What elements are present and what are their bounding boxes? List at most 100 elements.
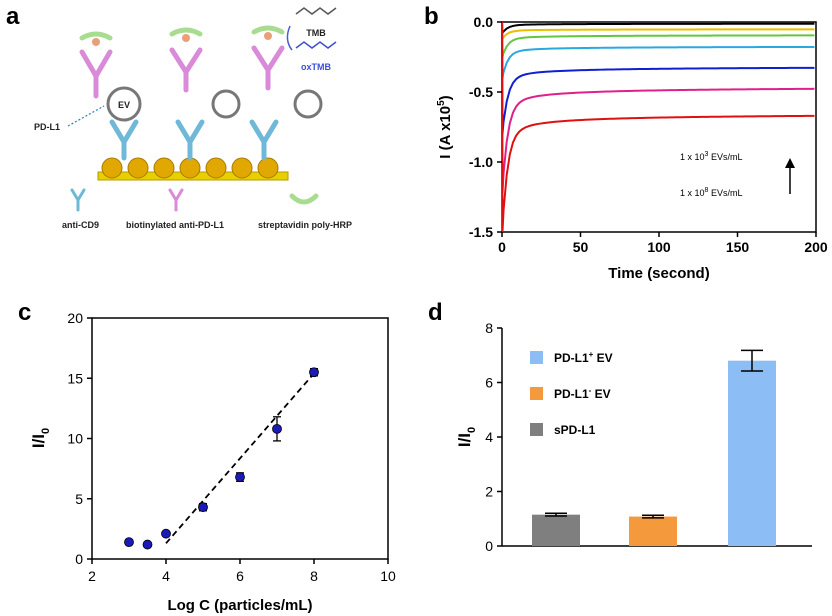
legend-pdl1-pos-rest: EV <box>593 351 612 365</box>
pdl1-label: PD-L1 <box>34 122 60 132</box>
chart-b-ylabel-main: I (A x10 <box>437 106 454 159</box>
chart-c-frame <box>91 317 389 560</box>
chart-c-point <box>235 472 245 482</box>
chart-c-xtick-label: 8 <box>310 568 318 584</box>
chart-c-ytick-label: 20 <box>67 310 83 326</box>
streptavidin-arcs <box>79 25 285 41</box>
legend-swatch-spdl1 <box>530 423 543 436</box>
ann-bottom-exp: 8 <box>705 187 709 194</box>
chart-d-legend: PD-L1+ EV PD-L1- EV sPD-L1 <box>530 350 613 437</box>
streptavidin-legend-icon <box>289 193 319 205</box>
legend-pdl1-pos-base: PD-L1 <box>554 351 589 365</box>
extracellular-vesicles: EV <box>106 86 323 122</box>
chart-b: 0 50 100 150 200 -1.5 -1.0 -0.5 0.0 Time (secon… <box>436 14 828 282</box>
chart-c-point <box>272 423 282 434</box>
chart-c-ytick-label: 5 <box>75 491 83 507</box>
chart-b-ytick-label: -0.5 <box>469 84 493 100</box>
chart-b-ylabel: I (A x105) <box>436 95 454 158</box>
chart-b-xtick-label: 50 <box>573 239 589 255</box>
anti-cd9-legend-icon <box>70 188 86 212</box>
ann-bottom-pre: 1 x 10 <box>680 188 705 198</box>
legend-anti-cd9: anti-CD9 <box>62 220 99 230</box>
chart-d-ytick-label: 8 <box>485 320 493 336</box>
chart-c-point <box>142 539 153 550</box>
chart-d-bar-3 <box>728 360 776 546</box>
chart-c-fit-line <box>165 372 315 544</box>
chart-b-ytick-label: 0.0 <box>474 14 494 30</box>
chart-c-ylabel-main: I/I <box>29 434 48 448</box>
anti-cd9-antibodies <box>109 119 279 161</box>
chart-c: 2 4 6 8 10 0 5 10 15 20 Log C (particles/mL) I/I… <box>29 310 396 614</box>
chart-d-yticks: 0 2 4 6 8 <box>485 320 502 554</box>
legend-pdl1-neg-base: PD-L1 <box>554 387 589 401</box>
chart-c-xtick-label: 10 <box>380 568 396 584</box>
ann-top-pre: 1 x 10 <box>680 152 705 162</box>
panel-c: c 2 4 6 8 10 0 5 10 15 20 Log C (particles/mL) I… <box>18 299 396 614</box>
chart-c-point <box>198 502 208 513</box>
chart-c-xtick-label: 6 <box>236 568 244 584</box>
chart-b-series-blue <box>501 21 815 135</box>
pdl1-pointer <box>67 105 105 127</box>
legend-pdl1-pos: PD-L1+ EV <box>554 350 613 365</box>
panel-label-b: b <box>424 3 439 30</box>
chart-b-series-yellow <box>501 21 815 43</box>
chart-b-xtick-label: 200 <box>804 239 828 255</box>
chart-b-series-black <box>501 21 815 37</box>
chart-c-ylabel: I/I0 <box>29 428 52 448</box>
chart-c-point <box>309 367 319 378</box>
chart-c-xlabel: Log C (particles/mL) <box>167 597 312 614</box>
ev-label: EV <box>118 100 130 110</box>
anti-pdl1-antibodies <box>79 45 285 99</box>
chart-b-ytick-label: -1.0 <box>469 154 493 170</box>
tmb-label: TMB <box>306 28 326 38</box>
chart-b-annotation-top: 1 x 103 EVs/mL <box>680 151 742 162</box>
chart-b-series-magenta <box>501 21 815 193</box>
legend-pdl1-pos-sup: + <box>589 350 594 359</box>
chart-b-series-green <box>501 21 815 58</box>
oxtmb-label: oxTMB <box>301 62 331 72</box>
gold-nanoparticles <box>101 157 279 179</box>
chart-d-ylabel-main: I/I <box>455 433 474 447</box>
chart-b-xtick-label: 100 <box>647 239 671 255</box>
chart-b-ylabel-exp: 5 <box>436 100 447 106</box>
ann-bottom-post: EVs/mL <box>708 188 742 198</box>
panel-b: b 0 50 100 150 200 -1.5 -1.0 -0.5 0.0 Time (sec… <box>424 3 828 282</box>
ann-top-exp: 3 <box>705 151 709 158</box>
chart-c-point <box>161 528 171 539</box>
chart-c-ylabel-sub: 0 <box>40 428 52 434</box>
chart-c-point <box>124 537 134 548</box>
legend-pdl1-neg-sup: - <box>589 386 592 395</box>
chart-c-xticks: 2 4 6 8 10 <box>88 559 396 584</box>
panel-label-c: c <box>18 299 31 326</box>
chart-b-xticks: 0 50 100 150 200 <box>498 232 828 255</box>
legend-streptavidin: streptavidin poly-HRP <box>258 220 352 230</box>
chart-b-xlabel: Time (second) <box>608 265 709 282</box>
chart-c-fit-group <box>165 372 315 544</box>
chart-c-ytick-label: 10 <box>67 431 83 447</box>
legend-spdl1: sPD-L1 <box>554 423 596 437</box>
chart-d-ytick-label: 6 <box>485 375 493 391</box>
ann-top-post: EVs/mL <box>708 152 742 162</box>
chart-d-ytick-label: 2 <box>485 484 493 500</box>
chart-b-yticks: -1.5 -1.0 -0.5 0.0 <box>469 14 502 240</box>
panel-a: a EV <box>6 3 352 230</box>
panel-label-a: a <box>6 3 20 30</box>
chart-c-points <box>124 367 319 550</box>
chart-c-ytick-label: 0 <box>75 551 83 567</box>
legend-swatch-pdl1-pos <box>530 351 543 364</box>
chart-b-ytick-label: -1.5 <box>469 224 493 240</box>
chart-b-ylabel-close: ) <box>437 95 454 100</box>
panel-label-d: d <box>428 299 443 326</box>
chart-c-xtick-label: 2 <box>88 568 96 584</box>
chart-b-series-cyan <box>501 21 815 79</box>
hrp-dots <box>92 32 272 46</box>
anti-pdl1-legend-icon <box>168 188 184 212</box>
legend-biotinylated: biotinylated anti-PD-L1 <box>126 220 224 230</box>
schematic-legend: anti-CD9 biotinylated anti-PD-L1 strepta… <box>62 188 352 230</box>
legend-pdl1-neg: PD-L1- EV <box>554 386 611 401</box>
chart-d-bar-2 <box>629 516 677 546</box>
chart-d-ytick-label: 0 <box>485 538 493 554</box>
